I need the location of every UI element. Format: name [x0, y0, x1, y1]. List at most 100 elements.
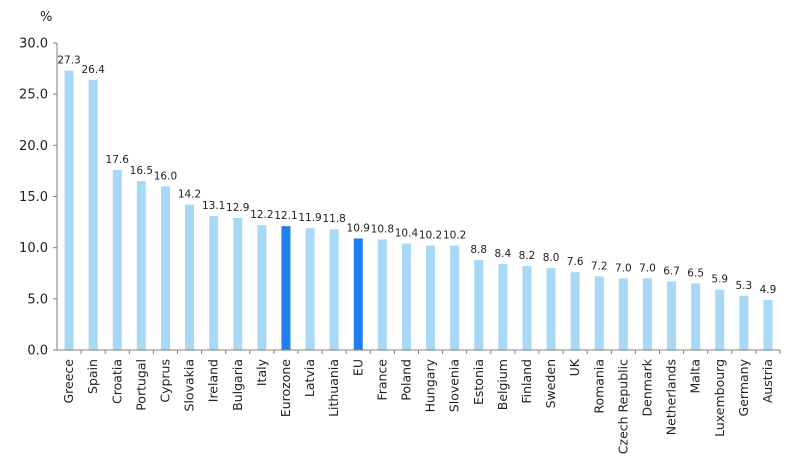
- x-tick-label: Austria: [760, 359, 775, 403]
- x-tick-label: Slovenia: [447, 359, 462, 412]
- bar-cyprus: [160, 186, 170, 350]
- bar-denmark: [642, 278, 652, 350]
- data-label: 4.9: [760, 284, 777, 296]
- bar-luxembourg: [715, 289, 725, 350]
- bars: [64, 70, 773, 350]
- data-label: 8.2: [519, 250, 536, 262]
- y-axis: 0.0 5.0 10.0 15.0 20.0 25.0 30.0: [19, 37, 58, 359]
- data-label: 7.2: [591, 260, 608, 272]
- data-label: 13.1: [202, 200, 225, 212]
- x-tick-label: Malta: [688, 359, 703, 393]
- bar-italy: [257, 225, 267, 350]
- data-label: 5.9: [711, 274, 728, 286]
- data-label: 10.2: [419, 230, 442, 242]
- x-tick-label: Sweden: [543, 359, 558, 408]
- bar-austria: [763, 299, 773, 350]
- x-axis: Greece Spain Croatia Portugal Cyprus Slovakia…: [57, 349, 781, 454]
- data-label: 17.6: [106, 154, 130, 166]
- bar-estonia: [474, 259, 484, 350]
- data-labels: 27.326.4 17.616.5 16.014.213.1 12.912.2 12.1…: [57, 55, 776, 296]
- bar-slovenia: [450, 245, 460, 350]
- x-tick-label: Lithuania: [326, 359, 341, 417]
- data-label: 11.9: [298, 212, 321, 224]
- data-label: 16.0: [154, 170, 177, 182]
- bar-germany: [739, 295, 749, 350]
- data-label: 6.5: [687, 267, 704, 279]
- y-tick-label: 25.0: [19, 88, 48, 103]
- data-label: 12.2: [250, 209, 273, 221]
- x-tick-label: Portugal: [133, 359, 148, 411]
- bar-lithuania: [329, 229, 339, 350]
- x-tick-label: Bulgaria: [230, 359, 245, 411]
- bar-eu: [353, 238, 363, 350]
- bar-slovakia: [185, 204, 195, 350]
- bar-france: [377, 239, 387, 350]
- data-label: 6.7: [663, 265, 680, 277]
- data-label: 10.4: [395, 228, 419, 240]
- bar-portugal: [136, 181, 146, 350]
- x-tick-label: Latvia: [302, 359, 317, 397]
- data-label: 7.0: [639, 262, 656, 274]
- y-tick-label: 15.0: [19, 190, 48, 205]
- bar-romania: [594, 276, 604, 350]
- x-tick-label: Netherlands: [664, 359, 679, 435]
- data-label: 10.9: [347, 222, 370, 234]
- x-tick-label: EU: [350, 359, 365, 376]
- data-label: 12.1: [274, 210, 297, 222]
- bar-croatia: [112, 169, 122, 350]
- x-tick-label: Czech Republic: [615, 359, 630, 454]
- x-tick-label: Italy: [254, 358, 269, 386]
- bar-greece: [64, 70, 74, 350]
- bar-eurozone: [281, 226, 291, 350]
- data-label: 27.3: [57, 55, 80, 67]
- x-tick-label: Estonia: [471, 359, 486, 405]
- x-tick-label: Croatia: [109, 359, 124, 404]
- y-tick-label: 30.0: [19, 37, 48, 52]
- data-label: 10.2: [443, 230, 466, 242]
- x-tick-label: Germany: [736, 358, 751, 416]
- x-tick-label: Slovakia: [182, 359, 197, 411]
- bar-czech-republic: [618, 278, 628, 350]
- data-label: 8.0: [543, 252, 560, 264]
- x-tick-label: Belgium: [495, 359, 510, 410]
- bar-latvia: [305, 228, 315, 350]
- x-tick-label: Romania: [591, 359, 606, 414]
- x-tick-label: Poland: [398, 359, 413, 401]
- bar-uk: [570, 272, 580, 350]
- x-tick-label: Cyprus: [157, 359, 172, 403]
- data-label: 8.8: [470, 244, 487, 256]
- data-label: 11.8: [322, 213, 345, 225]
- bar-belgium: [498, 264, 508, 350]
- data-label: 10.8: [371, 223, 394, 235]
- bar-finland: [522, 266, 532, 350]
- data-label: 14.2: [178, 189, 201, 201]
- y-tick-label: 0.0: [27, 344, 48, 359]
- x-tick-label: Greece: [61, 359, 76, 404]
- data-label: 8.4: [494, 248, 511, 260]
- bar-spain: [88, 79, 98, 350]
- x-tick-label: Eurozone: [278, 359, 293, 417]
- bar-sweden: [546, 268, 556, 350]
- data-label: 5.3: [735, 280, 752, 292]
- bar-malta: [691, 283, 701, 350]
- x-tick-label: Hungary: [423, 358, 438, 412]
- bar-ireland: [209, 215, 219, 350]
- x-tick-label: Luxembourg: [712, 359, 727, 437]
- data-label: 16.5: [130, 165, 153, 177]
- data-label: 26.4: [81, 64, 105, 76]
- x-tick-label: France: [374, 359, 389, 401]
- bar-poland: [401, 243, 411, 350]
- data-label: 7.6: [567, 256, 584, 268]
- data-label: 12.9: [226, 202, 249, 214]
- bar-bulgaria: [233, 217, 243, 350]
- x-tick-label: UK: [567, 358, 582, 376]
- data-label: 7.0: [615, 262, 632, 274]
- bar-netherlands: [667, 281, 677, 350]
- x-tick-label: Ireland: [206, 359, 221, 402]
- y-tick-label: 10.0: [19, 241, 48, 256]
- y-tick-label: 5.0: [27, 292, 48, 307]
- x-tick-label: Spain: [85, 359, 100, 394]
- y-unit-label: %: [40, 10, 52, 25]
- x-tick-label: Denmark: [639, 358, 654, 416]
